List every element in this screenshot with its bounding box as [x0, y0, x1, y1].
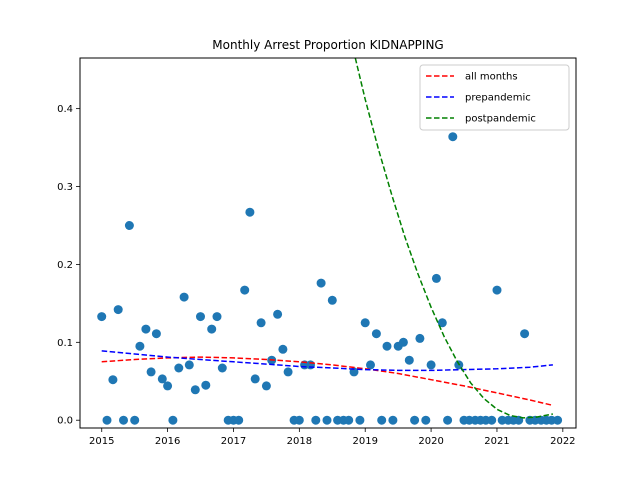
scatter-point	[261, 381, 271, 391]
scatter-point	[322, 415, 332, 425]
trend-line-postpandemic	[354, 58, 554, 419]
scatter-point	[294, 415, 304, 425]
scatter-point	[371, 329, 381, 339]
legend: all months prepandemic postpandemic	[419, 64, 570, 131]
scatter-point	[174, 363, 184, 373]
scatter-point	[431, 273, 441, 283]
scatter-point	[404, 355, 414, 365]
scatter-point	[201, 380, 211, 390]
scatter-point	[113, 305, 123, 315]
scatter-point	[388, 415, 398, 425]
scatter-point	[426, 360, 436, 370]
plot-frame	[79, 57, 577, 429]
scatter-point	[146, 367, 156, 377]
scatter-point	[190, 385, 200, 395]
scatter-point	[273, 309, 283, 319]
scatter-point	[377, 415, 387, 425]
y-axis: 0.0 0.1 0.2 0.3 0.4	[57, 104, 80, 427]
scatter-point	[119, 415, 128, 425]
scatter-point	[184, 360, 194, 370]
scatter-point	[311, 415, 321, 425]
y-tick-label: 0.2	[57, 260, 73, 271]
chart-title: Monthly Arrest Proportion KIDNAPPING	[212, 38, 443, 52]
scatter-point	[344, 415, 354, 425]
scatter-point	[283, 367, 293, 377]
scatter-point	[135, 341, 145, 351]
scatter-point	[306, 360, 315, 370]
x-tick-label: 2018	[287, 436, 312, 447]
x-tick-label: 2016	[155, 436, 180, 447]
scatter-point	[108, 375, 118, 385]
scatter-point	[141, 324, 151, 334]
x-tick-label: 2017	[221, 436, 246, 447]
scatter-point	[207, 324, 217, 334]
scatter-point	[421, 415, 431, 425]
scatter-point	[410, 415, 420, 425]
legend-label: all months	[465, 72, 518, 83]
scatter-point	[163, 381, 173, 391]
scatter-point	[217, 363, 227, 373]
x-tick-label: 2015	[89, 436, 114, 447]
scatter-point	[355, 415, 365, 425]
y-tick-label: 0.3	[57, 182, 73, 193]
scatter-point	[245, 207, 255, 217]
scatter-point	[553, 415, 563, 425]
scatter-point	[492, 285, 502, 295]
x-axis: 2015 2016 2017 2018 2019 2020 2021 2022	[89, 428, 576, 447]
scatter-point	[398, 337, 408, 347]
scatter-point	[168, 415, 178, 425]
scatter-point	[278, 344, 288, 354]
scatter-point	[151, 329, 161, 339]
scatter-point	[102, 415, 112, 425]
scatter-point	[212, 312, 222, 322]
scatter-point	[437, 318, 447, 328]
scatter-point	[520, 329, 530, 339]
scatter-point	[327, 295, 337, 305]
scatter-point	[240, 285, 250, 295]
legend-label: postpandemic	[465, 114, 536, 125]
scatter-point	[179, 292, 189, 302]
scatter-point	[443, 415, 453, 425]
scatter-point	[234, 415, 244, 425]
scatter-point	[157, 374, 167, 384]
scatter-point	[487, 415, 497, 425]
x-tick-label: 2021	[484, 436, 509, 447]
x-tick-label: 2020	[418, 436, 443, 447]
scatter-point	[415, 333, 425, 343]
scatter-point	[97, 312, 107, 322]
scatter-point	[130, 415, 140, 425]
scatter-point	[366, 360, 375, 370]
trend-line-prepandemic	[101, 350, 553, 372]
scatter-point	[256, 318, 266, 328]
x-tick-label: 2019	[352, 436, 377, 447]
scatter-point	[124, 221, 134, 230]
legend-label: prepandemic	[465, 93, 531, 104]
scatter-point	[382, 341, 392, 351]
scatter-point	[316, 278, 326, 288]
legend-box	[419, 64, 570, 131]
scatter-point	[196, 312, 205, 322]
x-tick-label: 2022	[550, 436, 575, 447]
scatter-point	[448, 132, 458, 142]
y-tick-label: 0.1	[57, 338, 73, 349]
y-tick-label: 0.4	[57, 104, 73, 115]
plot-area	[97, 58, 563, 425]
scatter-point	[360, 318, 370, 328]
y-tick-label: 0.0	[57, 416, 73, 427]
scatter-point	[250, 374, 260, 384]
